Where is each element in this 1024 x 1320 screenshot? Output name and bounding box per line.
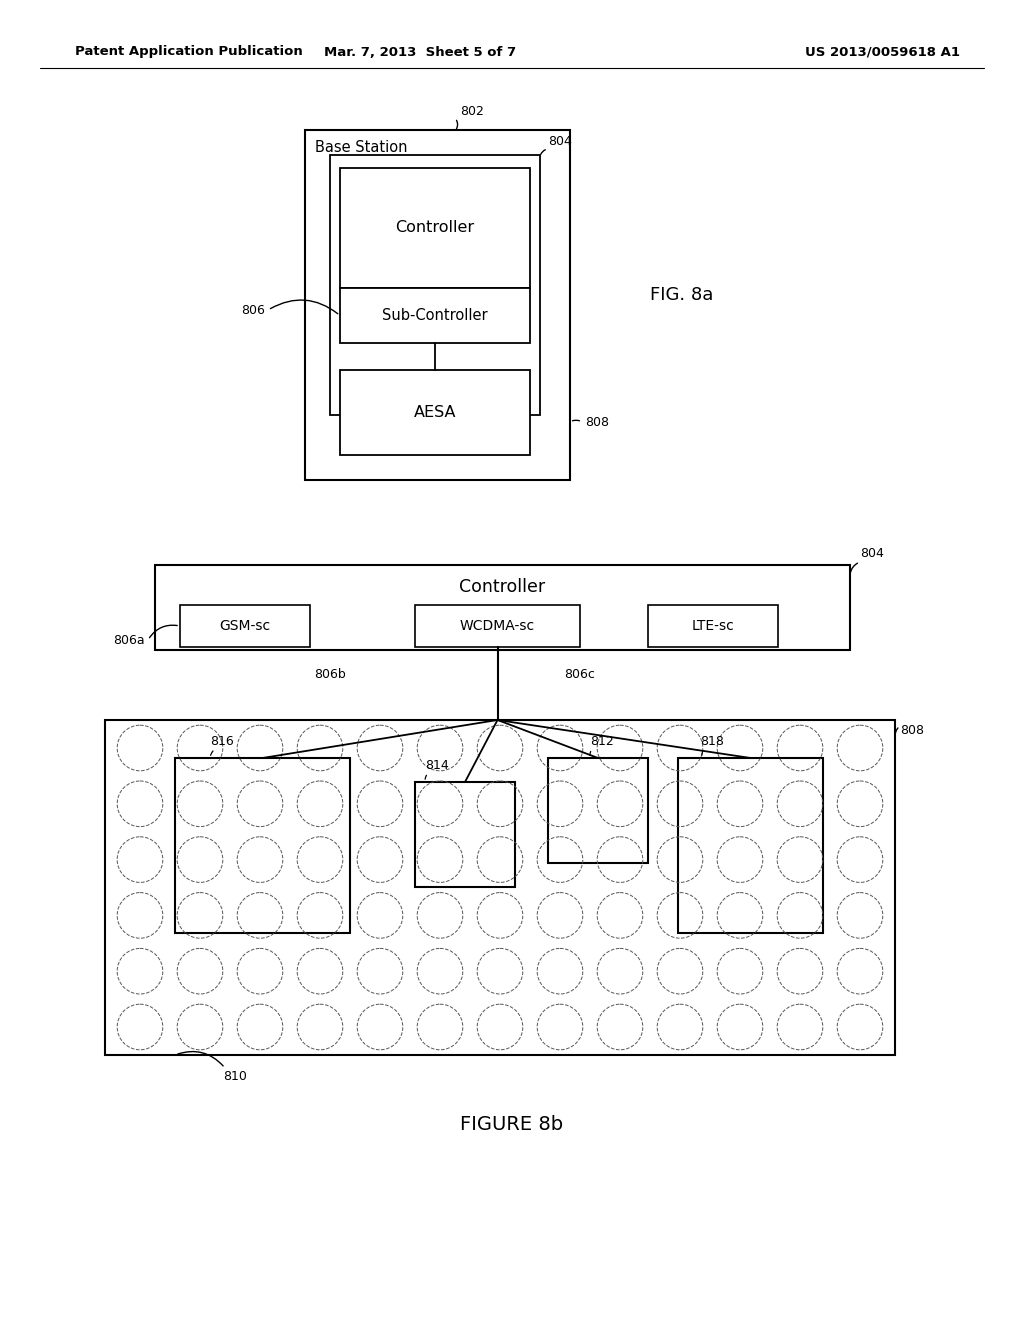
Text: 806c: 806c — [564, 668, 595, 681]
Bar — [340, 168, 530, 288]
Text: 818: 818 — [700, 735, 724, 748]
Bar — [678, 758, 823, 933]
Bar — [105, 719, 895, 1055]
Text: 806b: 806b — [314, 668, 346, 681]
Bar — [648, 605, 778, 647]
Text: FIG. 8a: FIG. 8a — [650, 286, 714, 304]
Text: LTE-sc: LTE-sc — [691, 619, 734, 634]
Text: 804: 804 — [548, 135, 571, 148]
Text: 806a: 806a — [114, 634, 145, 647]
Text: 812: 812 — [590, 735, 613, 748]
Text: GSM-sc: GSM-sc — [219, 619, 270, 634]
Text: 802: 802 — [460, 106, 484, 117]
Text: 808: 808 — [900, 723, 924, 737]
Text: 804: 804 — [860, 546, 884, 560]
Bar — [415, 605, 580, 647]
Text: 808: 808 — [585, 416, 609, 429]
Bar — [415, 781, 515, 887]
Text: Mar. 7, 2013  Sheet 5 of 7: Mar. 7, 2013 Sheet 5 of 7 — [324, 45, 516, 58]
Bar — [330, 154, 540, 414]
Text: 810: 810 — [223, 1071, 247, 1082]
Text: US 2013/0059618 A1: US 2013/0059618 A1 — [805, 45, 961, 58]
Bar — [548, 758, 648, 863]
Text: Patent Application Publication: Patent Application Publication — [75, 45, 303, 58]
Bar — [175, 758, 350, 933]
Text: WCDMA-sc: WCDMA-sc — [460, 619, 536, 634]
Bar — [305, 129, 570, 480]
Text: AESA: AESA — [414, 405, 457, 420]
Bar — [340, 288, 530, 343]
Text: FIGURE 8b: FIGURE 8b — [461, 1115, 563, 1134]
Text: 806: 806 — [241, 304, 265, 317]
Text: 814: 814 — [425, 759, 449, 772]
Text: Controller: Controller — [395, 220, 474, 235]
Bar — [180, 605, 310, 647]
Text: Sub-Controller: Sub-Controller — [382, 308, 487, 323]
Bar — [340, 370, 530, 455]
Text: Base Station: Base Station — [315, 140, 408, 156]
Text: Controller: Controller — [460, 578, 546, 597]
Text: 816: 816 — [210, 735, 233, 748]
Bar — [155, 565, 850, 649]
